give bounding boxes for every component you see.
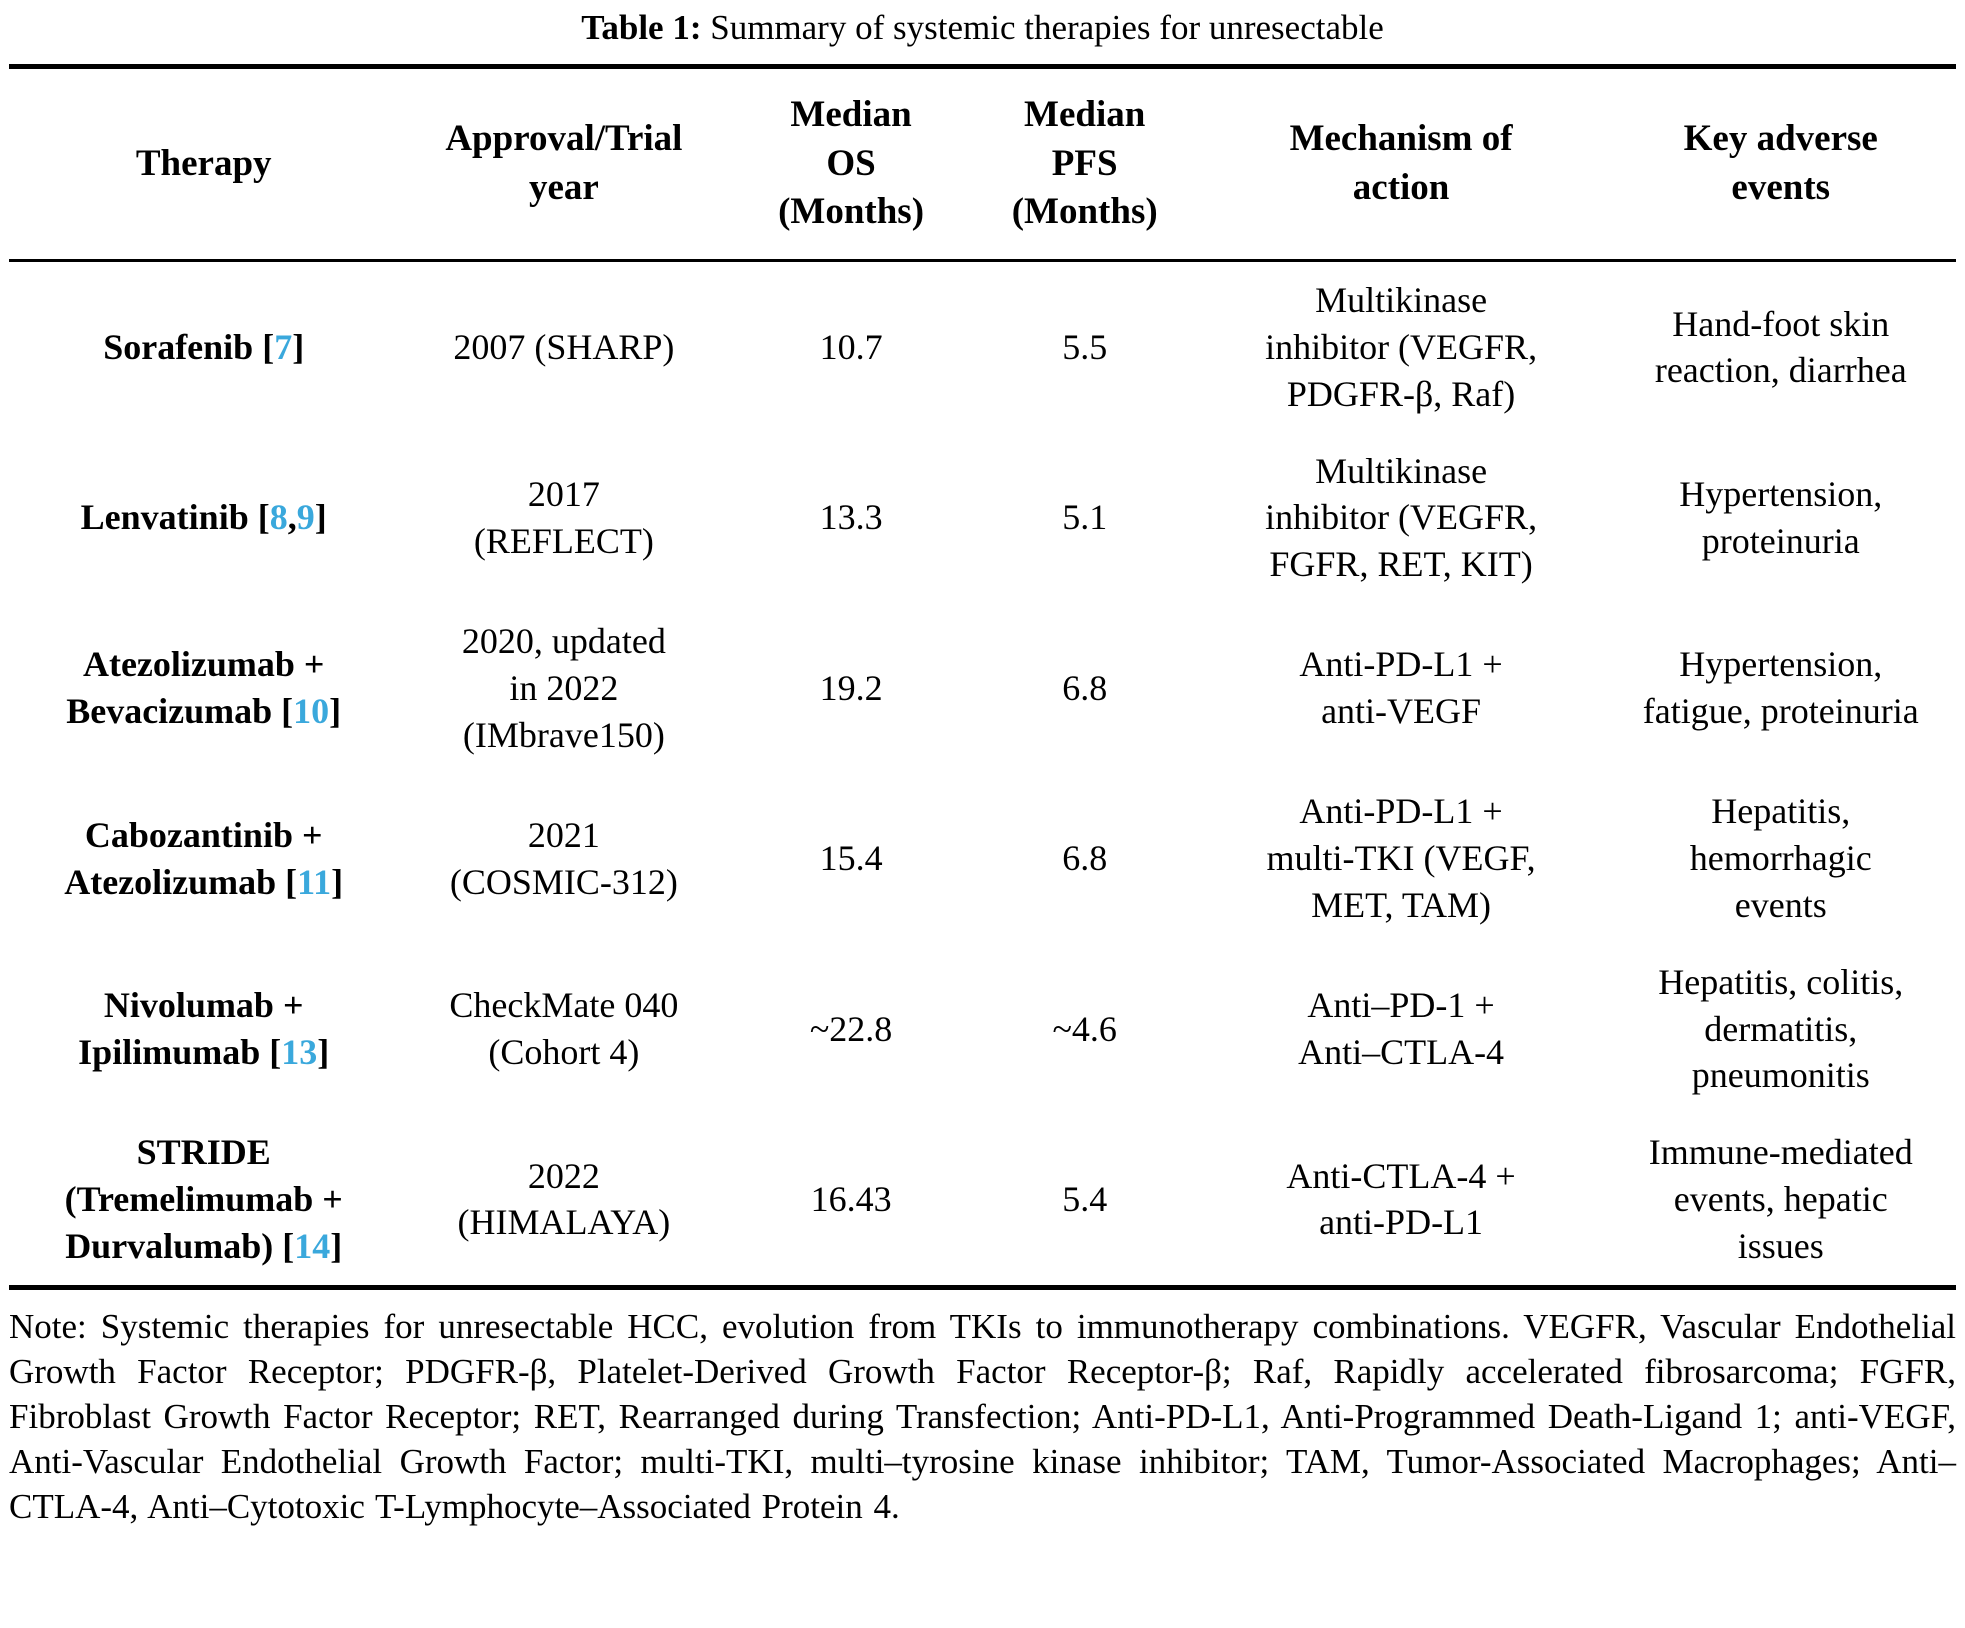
table-row-nivolumab-ipilimumab: Nivolumab + Ipilimumab [13] CheckMate 04… bbox=[9, 944, 1956, 1114]
therapy-name: Sorafenib [ bbox=[103, 327, 275, 368]
approval-cell: 2017 (REFLECT) bbox=[473, 474, 654, 561]
table-caption-text: Summary of systemic therapies for unrese… bbox=[701, 8, 1384, 47]
therapy-name-close: ] bbox=[330, 1225, 343, 1266]
mechanism-cell: Multikinase inhibitor (VEGFR, FGFR, RET,… bbox=[1265, 450, 1538, 585]
citation-link[interactable]: 7 bbox=[274, 327, 293, 368]
adverse-events-cell: Hypertension, fatigue, proteinuria bbox=[1642, 644, 1919, 732]
median-os-cell: ~22.8 bbox=[809, 1008, 893, 1049]
median-pfs-cell: 5.1 bbox=[1062, 497, 1108, 538]
therapy-name-close: ] bbox=[317, 1031, 330, 1072]
therapy-name: Lenvatinib [ bbox=[80, 497, 270, 538]
adverse-events-cell: Hypertension, proteinuria bbox=[1679, 474, 1883, 561]
therapy-name: Atezolizumab + Bevacizumab [ bbox=[66, 644, 325, 732]
adverse-events-cell: Immune-mediated events, hepatic issues bbox=[1648, 1132, 1913, 1266]
table-row-stride: STRIDE (Tremelimumab + Durvalumab) [14] … bbox=[9, 1114, 1956, 1287]
median-pfs-cell: 6.8 bbox=[1062, 667, 1108, 708]
table-caption: Table 1: Summary of systemic therapies f… bbox=[9, 6, 1956, 50]
column-header-approval-year: Approval/Trial year bbox=[398, 66, 730, 263]
adverse-events-cell: Hepatitis, colitis, dermatitis, pneumoni… bbox=[1658, 961, 1904, 1096]
adverse-events-cell: Hepatitis, hemorrhagic events bbox=[1689, 791, 1872, 925]
median-pfs-cell: ~4.6 bbox=[1052, 1008, 1117, 1049]
therapy-name: Nivolumab + Ipilimumab [ bbox=[78, 985, 304, 1072]
therapy-name-close: ] bbox=[314, 497, 327, 538]
approval-cell: CheckMate 040 (Cohort 4) bbox=[449, 985, 679, 1072]
table-header-row: Therapy Approval/Trial year Median OS (M… bbox=[9, 66, 1956, 263]
therapies-table: Therapy Approval/Trial year Median OS (M… bbox=[9, 63, 1956, 1290]
therapy-cell: Sorafenib [7] bbox=[9, 261, 398, 433]
median-os-cell: 19.2 bbox=[819, 667, 883, 708]
adverse-events-cell: Hand-foot skin reaction, diarrhea bbox=[1654, 303, 1907, 391]
median-os-cell: 15.4 bbox=[819, 838, 883, 879]
median-os-cell: 16.43 bbox=[810, 1178, 892, 1219]
column-header-therapy: Therapy bbox=[9, 66, 399, 263]
citation-link[interactable]: 14 bbox=[294, 1225, 331, 1266]
therapy-name-close: ] bbox=[331, 861, 344, 902]
table-row-atezolizumab-bevacizumab: Atezolizumab + Bevacizumab [10] 2020, up… bbox=[9, 603, 1956, 773]
column-header-median-os: Median OS (Months) bbox=[729, 66, 973, 263]
mechanism-cell: Multikinase inhibitor (VEGFR, PDGFR-β, R… bbox=[1265, 280, 1538, 414]
citation-separator: , bbox=[287, 497, 297, 538]
citation-link[interactable]: 8 bbox=[269, 497, 288, 538]
approval-cell: 2007 (SHARP) bbox=[453, 327, 675, 368]
column-header-adverse-events: Key adverse events bbox=[1605, 66, 1956, 263]
approval-cell: 2022 (HIMALAYA) bbox=[457, 1155, 671, 1243]
therapy-cell: Lenvatinib [8,9] bbox=[9, 433, 398, 603]
approval-cell: 2021 (COSMIC-312) bbox=[449, 814, 678, 902]
citation-link[interactable]: 13 bbox=[281, 1031, 318, 1072]
therapy-cell: Cabozantinib + Atezolizumab [11] bbox=[9, 773, 398, 943]
median-os-cell: 10.7 bbox=[819, 327, 883, 368]
therapy-name: STRIDE (Tremelimumab + Durvalumab) [ bbox=[64, 1132, 343, 1266]
mechanism-cell: Anti-CTLA-4 + anti-PD-L1 bbox=[1286, 1155, 1516, 1243]
approval-cell: 2020, updated in 2022 (IMbrave150) bbox=[461, 621, 666, 755]
therapy-cell: Nivolumab + Ipilimumab [13] bbox=[9, 944, 398, 1114]
table-note: Note: Systemic therapies for unresectabl… bbox=[9, 1306, 1956, 1527]
median-pfs-cell: 5.5 bbox=[1062, 327, 1108, 368]
therapy-cell: Atezolizumab + Bevacizumab [10] bbox=[9, 603, 398, 773]
median-os-cell: 13.3 bbox=[819, 497, 883, 538]
table-row-sorafenib: Sorafenib [7] 2007 (SHARP) 10.7 5.5 Mult… bbox=[9, 261, 1956, 433]
median-pfs-cell: 6.8 bbox=[1062, 838, 1108, 879]
table-row-lenvatinib: Lenvatinib [8,9] 2017 (REFLECT) 13.3 5.1… bbox=[9, 433, 1956, 603]
column-header-mechanism: Mechanism of action bbox=[1196, 66, 1606, 263]
therapy-cell: STRIDE (Tremelimumab + Durvalumab) [14] bbox=[9, 1114, 398, 1287]
table-caption-label: Table 1: bbox=[581, 8, 702, 47]
mechanism-cell: Anti–PD-1 + Anti–CTLA-4 bbox=[1298, 985, 1505, 1072]
therapy-name: Cabozantinib + Atezolizumab [ bbox=[64, 814, 323, 902]
citation-link[interactable]: 11 bbox=[297, 861, 332, 902]
therapy-name-close: ] bbox=[329, 691, 342, 732]
citation-link[interactable]: 10 bbox=[293, 691, 330, 732]
mechanism-cell: Anti-PD-L1 + anti-VEGF bbox=[1299, 644, 1503, 732]
table-row-cabozantinib-atezolizumab: Cabozantinib + Atezolizumab [11] 2021 (C… bbox=[9, 773, 1956, 943]
page-root: Table 1: Summary of systemic therapies f… bbox=[9, 6, 1956, 1527]
citation-link[interactable]: 9 bbox=[296, 497, 315, 538]
median-pfs-cell: 5.4 bbox=[1062, 1178, 1108, 1219]
column-header-median-pfs: Median PFS (Months) bbox=[972, 66, 1197, 263]
therapy-name-close: ] bbox=[292, 327, 305, 368]
mechanism-cell: Anti-PD-L1 + multi-TKI (VEGF, MET, TAM) bbox=[1266, 791, 1536, 925]
